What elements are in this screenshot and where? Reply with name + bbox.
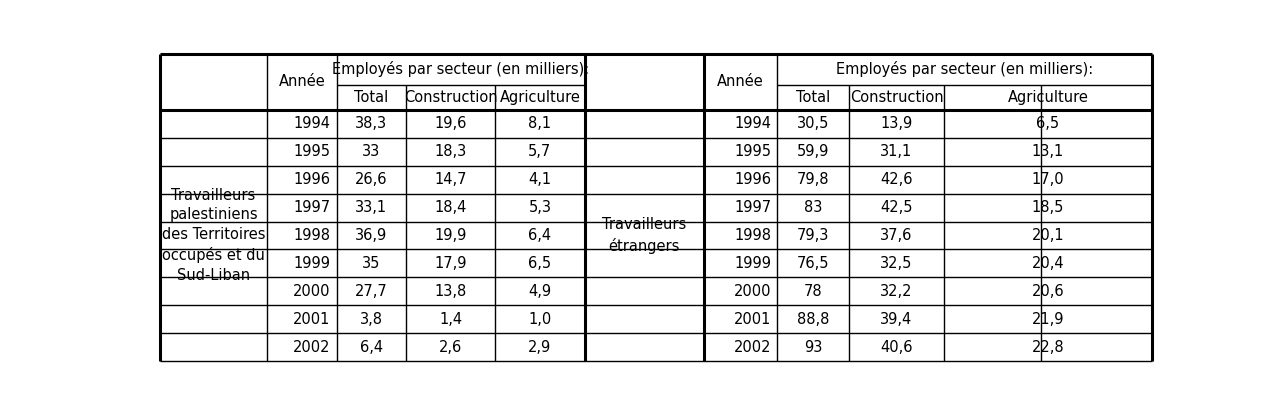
Text: 1997: 1997 xyxy=(293,200,330,215)
Text: 27,7: 27,7 xyxy=(355,284,388,299)
Text: 1998: 1998 xyxy=(293,228,330,243)
Text: 13,1: 13,1 xyxy=(1032,144,1064,159)
Text: 22,8: 22,8 xyxy=(1032,339,1064,355)
Text: 2000: 2000 xyxy=(293,284,330,299)
Text: 2,6: 2,6 xyxy=(439,339,462,355)
Text: 38,3: 38,3 xyxy=(356,116,388,132)
Text: 4,1: 4,1 xyxy=(529,172,552,187)
Text: 39,4: 39,4 xyxy=(881,312,913,327)
Text: Construction: Construction xyxy=(850,90,943,105)
Text: 2001: 2001 xyxy=(293,312,330,327)
Text: 30,5: 30,5 xyxy=(797,116,829,132)
Text: 17,9: 17,9 xyxy=(434,256,467,271)
Text: 18,5: 18,5 xyxy=(1032,200,1064,215)
Text: 1,4: 1,4 xyxy=(439,312,462,327)
Text: 88,8: 88,8 xyxy=(797,312,829,327)
Text: 1999: 1999 xyxy=(293,256,330,271)
Text: 79,8: 79,8 xyxy=(797,172,829,187)
Text: 2002: 2002 xyxy=(293,339,330,355)
Text: 32,2: 32,2 xyxy=(881,284,913,299)
Text: 18,4: 18,4 xyxy=(434,200,467,215)
Text: 2002: 2002 xyxy=(733,339,771,355)
Text: Agriculture: Agriculture xyxy=(499,90,580,105)
Text: Travailleurs
étrangers: Travailleurs étrangers xyxy=(602,217,686,254)
Text: 4,9: 4,9 xyxy=(529,284,552,299)
Text: 1995: 1995 xyxy=(293,144,330,159)
Text: 3,8: 3,8 xyxy=(360,312,383,327)
Text: 42,5: 42,5 xyxy=(881,200,913,215)
Text: 5,7: 5,7 xyxy=(529,144,552,159)
Text: 20,4: 20,4 xyxy=(1032,256,1064,271)
Text: 1,0: 1,0 xyxy=(529,312,552,327)
Text: Employés par secteur (en milliers):: Employés par secteur (en milliers): xyxy=(836,61,1093,77)
Text: 36,9: 36,9 xyxy=(355,228,388,243)
Text: 1996: 1996 xyxy=(733,172,771,187)
Text: 13,9: 13,9 xyxy=(881,116,913,132)
Text: Agriculture: Agriculture xyxy=(1007,90,1088,105)
Text: 78: 78 xyxy=(804,284,823,299)
Text: 1999: 1999 xyxy=(733,256,771,271)
Text: 1994: 1994 xyxy=(733,116,771,132)
Text: 19,9: 19,9 xyxy=(434,228,467,243)
Text: 19,6: 19,6 xyxy=(434,116,467,132)
Text: 5,3: 5,3 xyxy=(529,200,552,215)
Text: 18,3: 18,3 xyxy=(434,144,467,159)
Text: 76,5: 76,5 xyxy=(797,256,829,271)
Text: 40,6: 40,6 xyxy=(881,339,913,355)
Text: 2001: 2001 xyxy=(733,312,771,327)
Text: 6,5: 6,5 xyxy=(529,256,552,271)
Text: 14,7: 14,7 xyxy=(434,172,467,187)
Text: 8,1: 8,1 xyxy=(529,116,552,132)
Text: 83: 83 xyxy=(804,200,823,215)
Text: 20,6: 20,6 xyxy=(1032,284,1064,299)
Text: Année: Année xyxy=(717,74,764,90)
Text: 1994: 1994 xyxy=(293,116,330,132)
Text: Construction: Construction xyxy=(404,90,498,105)
Text: 33,1: 33,1 xyxy=(356,200,388,215)
Text: 93: 93 xyxy=(804,339,823,355)
Text: 13,8: 13,8 xyxy=(434,284,467,299)
Text: Année: Année xyxy=(279,74,325,90)
Text: 21,9: 21,9 xyxy=(1032,312,1064,327)
Text: Total: Total xyxy=(355,90,388,105)
Text: Total: Total xyxy=(796,90,831,105)
Text: 26,6: 26,6 xyxy=(355,172,388,187)
Text: 31,1: 31,1 xyxy=(881,144,913,159)
Text: 20,1: 20,1 xyxy=(1032,228,1064,243)
Text: 6,4: 6,4 xyxy=(360,339,383,355)
Text: 33: 33 xyxy=(362,144,380,159)
Text: 6,5: 6,5 xyxy=(1037,116,1060,132)
Text: 1996: 1996 xyxy=(293,172,330,187)
Text: 35: 35 xyxy=(362,256,380,271)
Text: 59,9: 59,9 xyxy=(797,144,829,159)
Text: 6,4: 6,4 xyxy=(529,228,552,243)
Text: 1998: 1998 xyxy=(733,228,771,243)
Text: 42,6: 42,6 xyxy=(881,172,913,187)
Text: 79,3: 79,3 xyxy=(797,228,829,243)
Text: 1995: 1995 xyxy=(733,144,771,159)
Text: 17,0: 17,0 xyxy=(1032,172,1064,187)
Text: Travailleurs
palestiniens
des Territoires
occupés et du
Sud-Liban: Travailleurs palestiniens des Territoire… xyxy=(161,188,265,283)
Text: 1997: 1997 xyxy=(733,200,771,215)
Text: 37,6: 37,6 xyxy=(881,228,913,243)
Text: 2000: 2000 xyxy=(733,284,771,299)
Text: Employés par secteur (en milliers):: Employés par secteur (en milliers): xyxy=(332,61,589,77)
Text: 32,5: 32,5 xyxy=(881,256,913,271)
Text: 2,9: 2,9 xyxy=(529,339,552,355)
